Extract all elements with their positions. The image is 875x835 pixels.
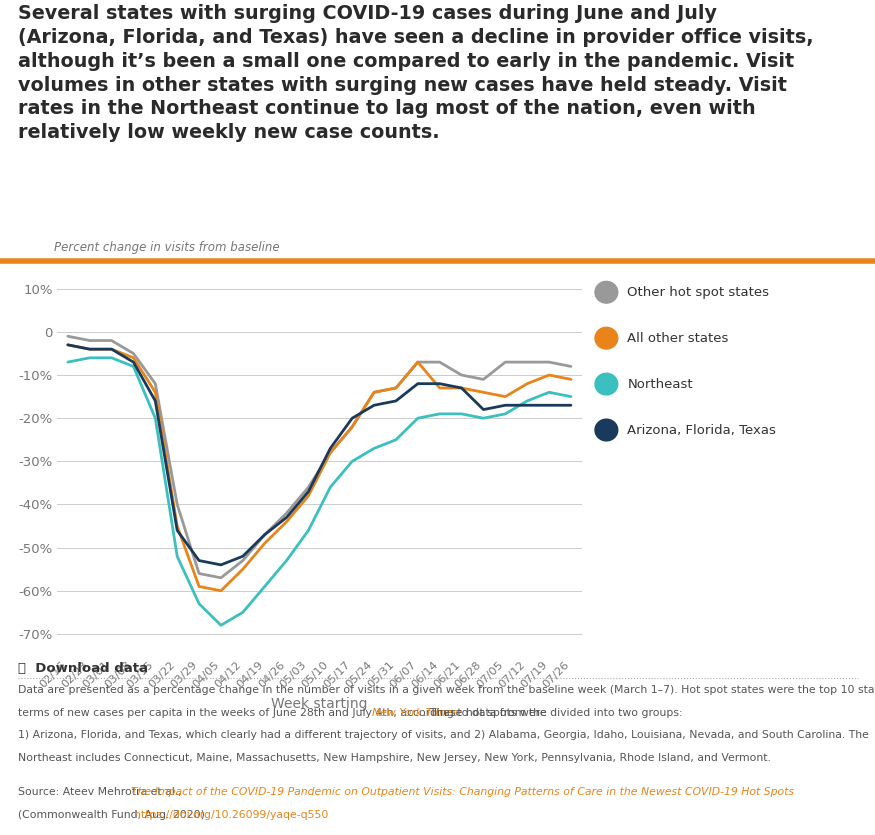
- Text: terms of new cases per capita in the weeks of June 28th and July 4th, according : terms of new cases per capita in the wee…: [18, 708, 550, 718]
- Text: All other states: All other states: [627, 331, 729, 345]
- Text: The Impact of the COVID-19 Pandemic on Outpatient Visits: Changing Patterns of C: The Impact of the COVID-19 Pandemic on O…: [130, 787, 794, 797]
- Text: New York Times: New York Times: [372, 708, 458, 718]
- Text: ⤓  Download data: ⤓ Download data: [18, 662, 148, 676]
- Text: https://doi.org/10.26099/yaqe-q550: https://doi.org/10.26099/yaqe-q550: [135, 810, 329, 820]
- X-axis label: Week starting: Week starting: [271, 697, 368, 711]
- Text: Other hot spot states: Other hot spot states: [627, 286, 769, 299]
- Text: (Commonwealth Fund, Aug. 2020).: (Commonwealth Fund, Aug. 2020).: [18, 810, 211, 820]
- Text: Data are presented as a percentage change in the number of visits in a given wee: Data are presented as a percentage chang…: [18, 686, 875, 696]
- Text: Arizona, Florida, Texas: Arizona, Florida, Texas: [627, 423, 776, 437]
- Text: Source: Ateev Mehrotra et al.,: Source: Ateev Mehrotra et al.,: [18, 787, 185, 797]
- Text: Percent change in visits from baseline: Percent change in visits from baseline: [54, 240, 280, 254]
- Text: Northeast includes Connecticut, Maine, Massachusetts, New Hampshire, New Jersey,: Northeast includes Connecticut, Maine, M…: [18, 753, 770, 763]
- Text: 1) Arizona, Florida, and Texas, which clearly had a different trajectory of visi: 1) Arizona, Florida, and Texas, which cl…: [18, 731, 868, 741]
- Text: Northeast: Northeast: [627, 377, 693, 391]
- Text: . These hot spots were divided into two groups:: . These hot spots were divided into two …: [424, 708, 682, 718]
- Text: Several states with surging COVID-19 cases during June and July
(Arizona, Florid: Several states with surging COVID-19 cas…: [18, 4, 813, 142]
